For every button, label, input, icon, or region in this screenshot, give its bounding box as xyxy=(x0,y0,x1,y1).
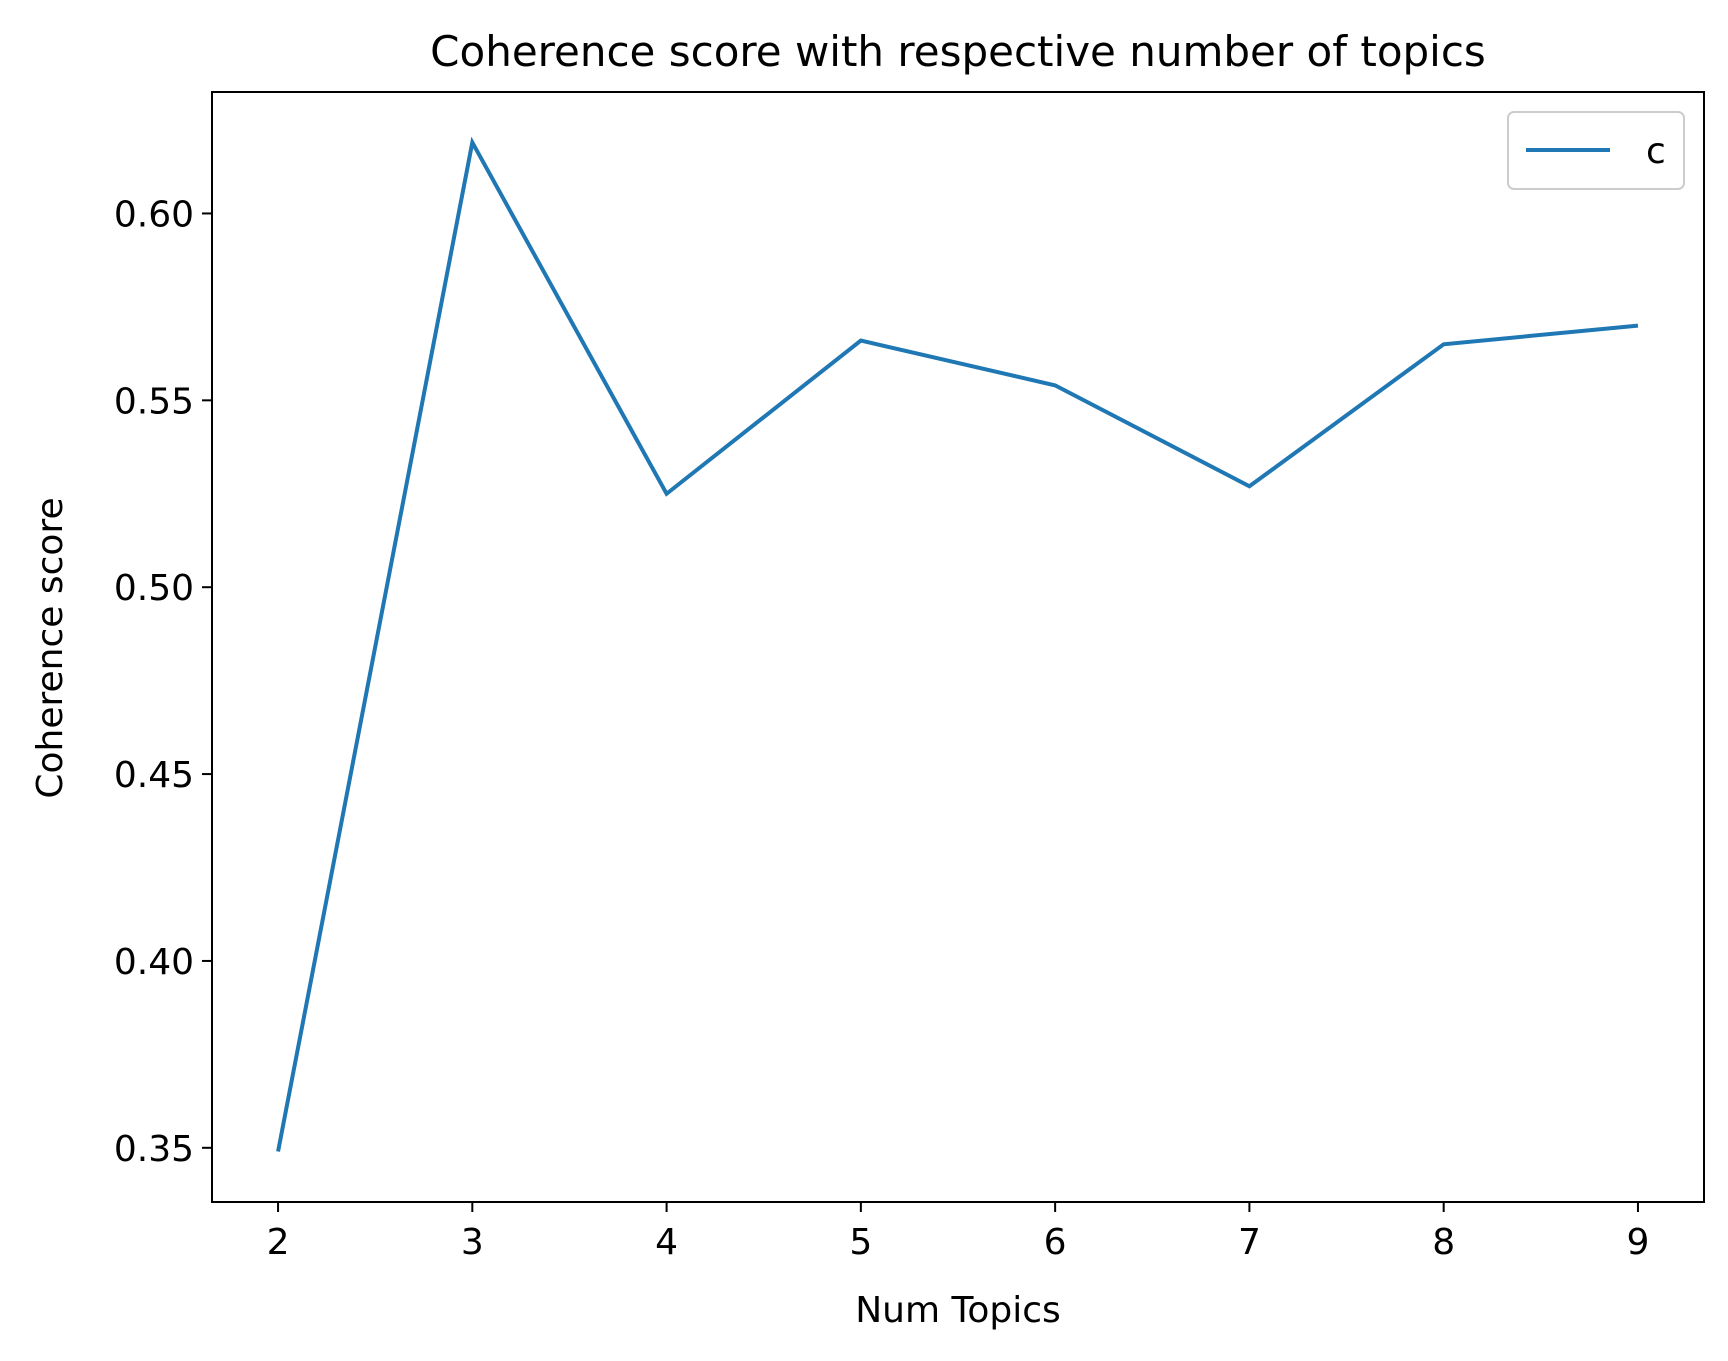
series-line-c xyxy=(276,136,1639,1152)
y-axis-ticks: 0.35 0.40 0.45 0.50 0.55 0.60 xyxy=(114,194,212,1170)
y-tick-label: 0.55 xyxy=(114,381,194,422)
x-axis-label: Num Topics xyxy=(855,1290,1061,1331)
x-tick-label: 7 xyxy=(1238,1222,1261,1263)
legend: c xyxy=(1507,111,1685,190)
series-layer xyxy=(276,136,1639,1152)
x-tick-label: 3 xyxy=(461,1222,484,1263)
x-tick-label: 5 xyxy=(849,1222,872,1263)
legend-label-c: c xyxy=(1646,131,1666,172)
y-axis-label: Coherence score xyxy=(30,497,71,798)
x-tick-label: 4 xyxy=(655,1222,678,1263)
y-tick-label: 0.40 xyxy=(114,942,194,983)
y-tick-label: 0.35 xyxy=(114,1129,194,1170)
x-axis-ticks: 2 3 4 5 6 7 8 9 xyxy=(267,1202,1649,1263)
chart-title: Coherence score with respective number o… xyxy=(430,27,1486,76)
plot-frame xyxy=(211,91,1705,1203)
x-tick-label: 6 xyxy=(1044,1222,1067,1263)
x-tick-label: 2 xyxy=(267,1222,290,1263)
x-tick-label: 9 xyxy=(1626,1222,1649,1263)
y-tick-label: 0.50 xyxy=(114,568,194,609)
y-tick-label: 0.60 xyxy=(114,194,194,235)
x-tick-label: 8 xyxy=(1432,1222,1455,1263)
y-tick-label: 0.45 xyxy=(114,755,194,796)
